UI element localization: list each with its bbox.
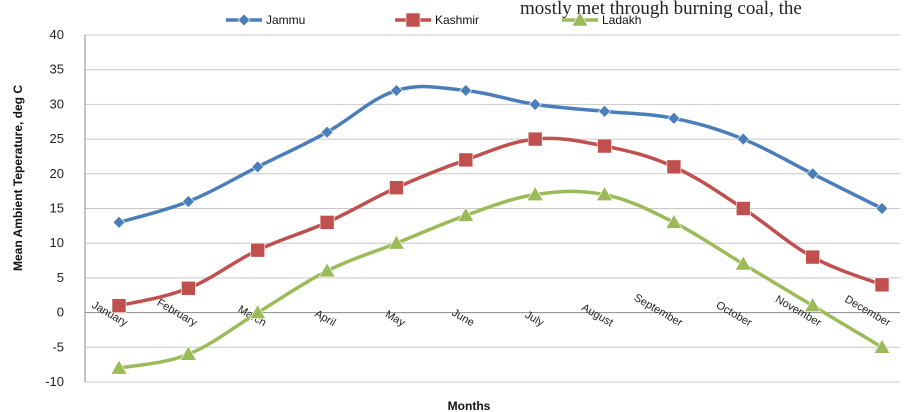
data-point-ladakh	[318, 262, 336, 278]
data-point-kashmir	[458, 152, 474, 168]
y-tick-label: -5	[52, 339, 64, 354]
data-point-kashmir	[527, 131, 543, 147]
data-point-ladakh	[804, 297, 822, 312]
data-point-kashmir	[805, 249, 820, 265]
legend-label-ladakh: Ladakh	[602, 13, 641, 27]
data-point-jammu	[181, 195, 195, 208]
data-point-jammu	[459, 84, 473, 97]
data-point-ladakh	[179, 345, 197, 361]
data-point-ladakh	[249, 303, 267, 319]
legend-marker-jammu	[237, 13, 251, 27]
data-point-jammu	[736, 132, 750, 146]
y-tick-label: 15	[50, 201, 64, 216]
y-tick-label: 35	[50, 62, 64, 77]
series-ladakh	[110, 186, 891, 375]
series-line-jammu	[118, 84, 883, 225]
data-point-jammu	[320, 125, 334, 139]
data-point-kashmir	[666, 159, 682, 175]
data-point-ladakh	[526, 186, 544, 201]
data-point-ladakh	[596, 186, 614, 201]
data-point-ladakh	[457, 206, 475, 222]
data-point-kashmir	[250, 242, 266, 258]
series-kashmir	[111, 131, 890, 313]
data-point-ladakh	[387, 234, 405, 250]
data-point-jammu	[251, 160, 265, 174]
x-tick-label: June	[450, 307, 477, 329]
legend: Jammu Kashmir Ladakh	[226, 11, 641, 28]
x-tick-label: September	[632, 292, 685, 329]
series-layer	[110, 84, 891, 375]
legend-item-jammu: Jammu	[226, 13, 305, 27]
x-axis-title: Months	[448, 399, 491, 412]
y-tick-label: 10	[50, 235, 64, 250]
y-tick-label: 0	[57, 305, 64, 320]
y-tick-label: -10	[45, 374, 64, 389]
legend-label-jammu: Jammu	[266, 13, 305, 27]
top-text-fragment: mostly met through burning coal, the	[520, 0, 802, 19]
legend-item-ladakh: Ladakh	[562, 11, 641, 27]
x-tick-label: December	[843, 293, 893, 329]
data-point-ladakh	[110, 359, 128, 375]
y-axis-ticks: -10 -5 0 5 10 15 20 25 30 35 40	[45, 27, 64, 389]
data-point-kashmir	[319, 215, 335, 230]
y-tick-label: 25	[50, 131, 64, 146]
y-tick-label: 40	[50, 27, 64, 42]
legend-item-kashmir: Kashmir	[395, 12, 479, 28]
x-tick-label: May	[383, 308, 407, 329]
data-point-kashmir	[597, 138, 612, 154]
gridlines	[84, 34, 900, 383]
legend-marker-kashmir	[405, 12, 421, 28]
data-point-ladakh	[873, 338, 891, 354]
x-tick-label: October	[714, 299, 754, 329]
x-tick-label: August	[579, 302, 615, 330]
data-point-jammu	[806, 167, 820, 181]
data-point-jammu	[528, 97, 542, 111]
x-tick-label: April	[313, 308, 338, 329]
legend-label-kashmir: Kashmir	[435, 13, 479, 27]
data-point-jammu	[390, 84, 403, 97]
data-point-jammu	[598, 104, 611, 118]
data-point-ladakh	[734, 255, 752, 271]
data-point-jammu	[112, 215, 126, 229]
data-point-kashmir	[389, 180, 404, 195]
x-axis-ticks: January February March April May June July Augu…	[90, 292, 893, 330]
legend-marker-ladakh	[571, 11, 589, 27]
data-point-kashmir	[111, 298, 127, 313]
data-point-jammu	[875, 202, 889, 215]
y-tick-label: 5	[57, 270, 64, 285]
data-point-ladakh	[665, 213, 683, 229]
data-point-kashmir	[735, 201, 751, 216]
y-tick-label: 30	[50, 96, 64, 111]
series-line-ladakh	[118, 189, 883, 370]
x-tick-label: July	[523, 309, 546, 329]
series-jammu	[112, 84, 889, 229]
data-point-jammu	[667, 111, 681, 125]
y-axis-title: Mean Ambient Teperature, deg C	[11, 85, 25, 271]
x-tick-label: February	[155, 297, 200, 330]
data-point-kashmir	[181, 281, 196, 296]
data-point-kashmir	[874, 277, 890, 293]
y-tick-label: 20	[50, 166, 64, 181]
